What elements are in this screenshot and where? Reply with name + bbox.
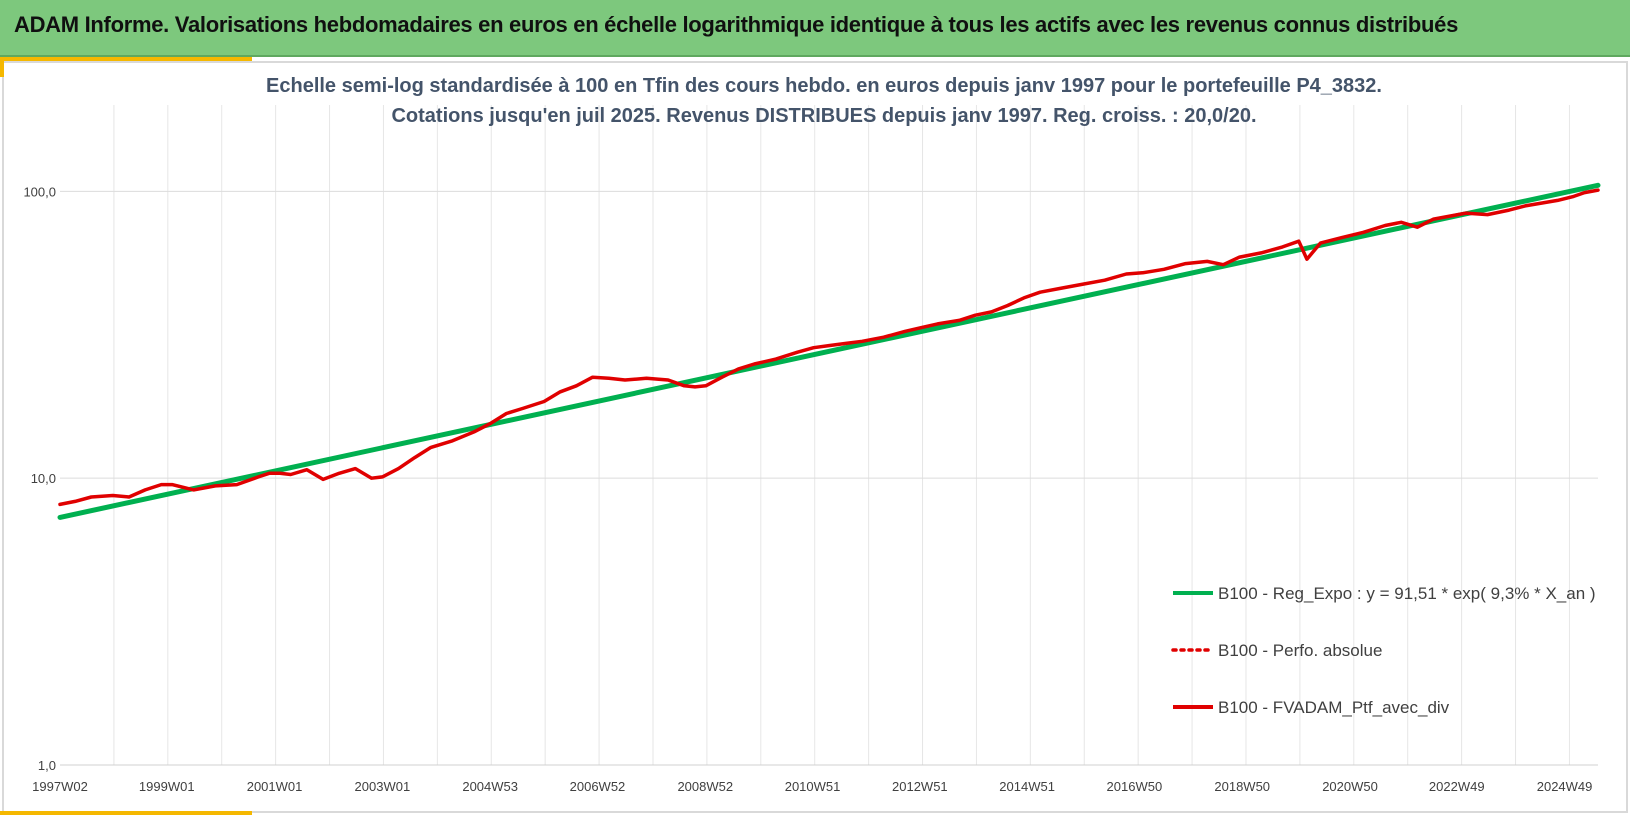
x-tick-label: 2010W51: [785, 779, 841, 794]
y-tick-label: 10,0: [31, 471, 56, 486]
accent-bar-left: [0, 57, 4, 77]
x-tick-label: 2006W52: [570, 779, 626, 794]
x-tick-label: 2003W01: [355, 779, 411, 794]
x-tick-label: 2014W51: [999, 779, 1055, 794]
legend-label-0: B100 - Reg_Expo : y = 91,51 * exp( 9,3% …: [1218, 584, 1596, 603]
series-line-0: [57, 182, 1601, 520]
x-tick-label: 2024W49: [1537, 779, 1593, 794]
x-tick-label: 2020W50: [1322, 779, 1378, 794]
x-tick-label: 2012W51: [892, 779, 948, 794]
x-tick-label: 2018W50: [1214, 779, 1270, 794]
axis-layer: 1,0 10,0 100,0 1997W02 1999W01 2001W01 2003W01…: [23, 184, 1598, 794]
series-layer: [57, 182, 1601, 520]
header-banner: ADAM Informe. Valorisations hebdomadaire…: [0, 0, 1630, 57]
x-tick-label: 2016W50: [1107, 779, 1163, 794]
x-tick-label: 2022W49: [1429, 779, 1485, 794]
legend-label-2: B100 - FVADAM_Ptf_avec_div: [1218, 698, 1450, 717]
grid-layer: [60, 105, 1598, 766]
chart-frame: [2, 61, 1628, 813]
page-title: ADAM Informe. Valorisations hebdomadaire…: [14, 12, 1459, 37]
y-tick-label: 100,0: [23, 184, 56, 199]
y-tick-label: 1,0: [38, 758, 56, 773]
x-tick-label: 1997W02: [32, 779, 88, 794]
legend-label-1: B100 - Perfo. absolue: [1218, 641, 1382, 660]
accent-bar-bottom-left: [0, 811, 252, 815]
x-tick-label: 2004W53: [462, 779, 518, 794]
x-tick-label: 2008W52: [677, 779, 733, 794]
legend: B100 - Reg_Expo : y = 91,51 * exp( 9,3% …: [1171, 584, 1596, 717]
series-line-2: [58, 188, 1600, 507]
chart-title-line-1: Echelle semi-log standardisée à 100 en T…: [266, 75, 1382, 97]
x-tick-label: 1999W01: [139, 779, 195, 794]
x-tick-label: 2001W01: [247, 779, 303, 794]
accent-bar-top-left: [0, 57, 252, 61]
chart-title-line-2: Cotations jusqu'en juil 2025. Revenus DI…: [391, 105, 1256, 127]
